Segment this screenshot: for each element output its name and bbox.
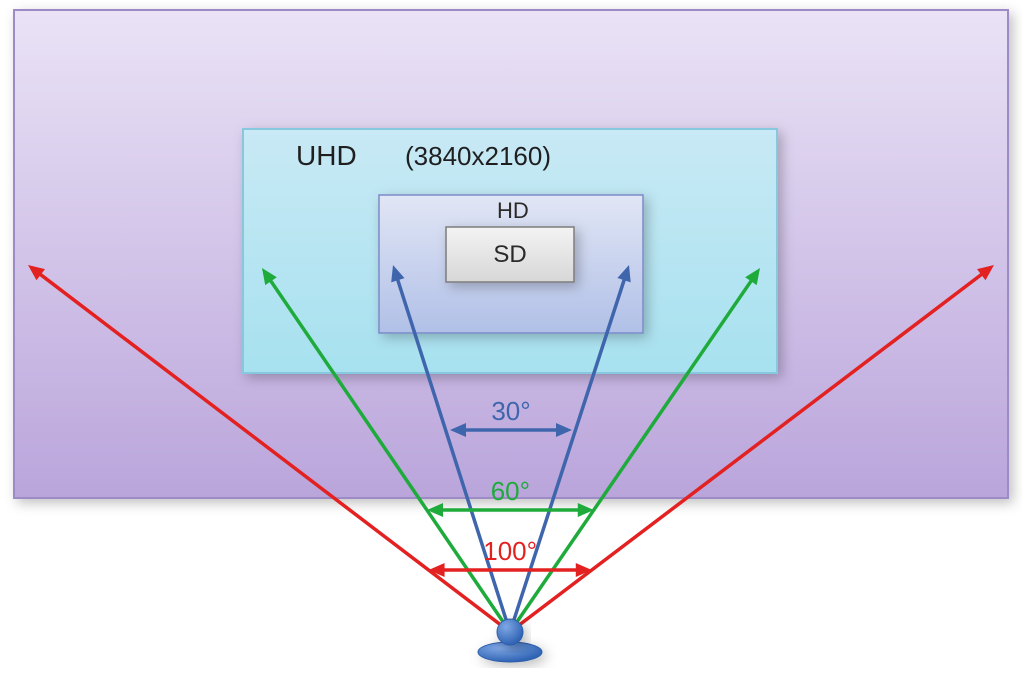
uhd-resolution: (3840x2160) [405,141,551,171]
viewer-head-icon [497,619,523,645]
uhd-label: UHD [296,140,357,171]
angle-label-blue: 30° [491,396,530,426]
hd-label: HD [497,198,529,223]
angle-label-red: 100° [483,536,537,566]
sd-label: SD [493,241,526,268]
viewing-angle-diagram: UHD (3840x2160) HD SD 30° 60° 100° [0,0,1022,683]
angle-label-green: 60° [491,476,530,506]
